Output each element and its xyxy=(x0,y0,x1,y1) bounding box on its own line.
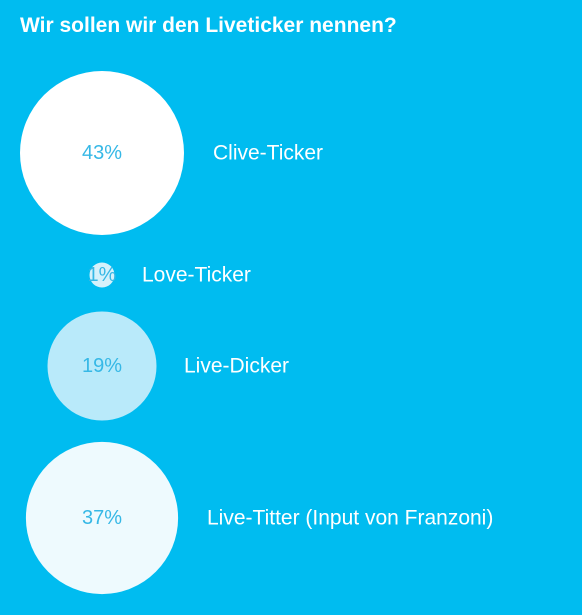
poll-option-bubble xyxy=(20,71,184,235)
poll-option-percent: 37% xyxy=(82,507,122,529)
poll-option-percent: 1% xyxy=(88,264,117,286)
poll-option: 43% Clive-Ticker xyxy=(20,71,323,235)
poll-option-bubble xyxy=(89,262,115,288)
poll-option: 1% Love-Ticker xyxy=(88,262,251,288)
poll-option-bubble xyxy=(25,441,179,595)
poll-option-label: Live-Dicker xyxy=(184,355,289,378)
poll-option-percent: 19% xyxy=(82,355,122,377)
poll-option: 19% Live-Dicker xyxy=(47,311,289,421)
poll-option-percent: 43% xyxy=(82,142,122,164)
poll-title: Wir sollen wir den Liveticker nennen? xyxy=(20,14,397,37)
poll-option-label: Clive-Ticker xyxy=(213,142,323,165)
poll-option: 37% Live-Titter (Input von Franzoni) xyxy=(25,441,493,595)
poll-option-bubble xyxy=(47,311,157,421)
poll-option-label: Live-Titter (Input von Franzoni) xyxy=(207,507,493,530)
poll-option-label: Love-Ticker xyxy=(142,264,251,287)
